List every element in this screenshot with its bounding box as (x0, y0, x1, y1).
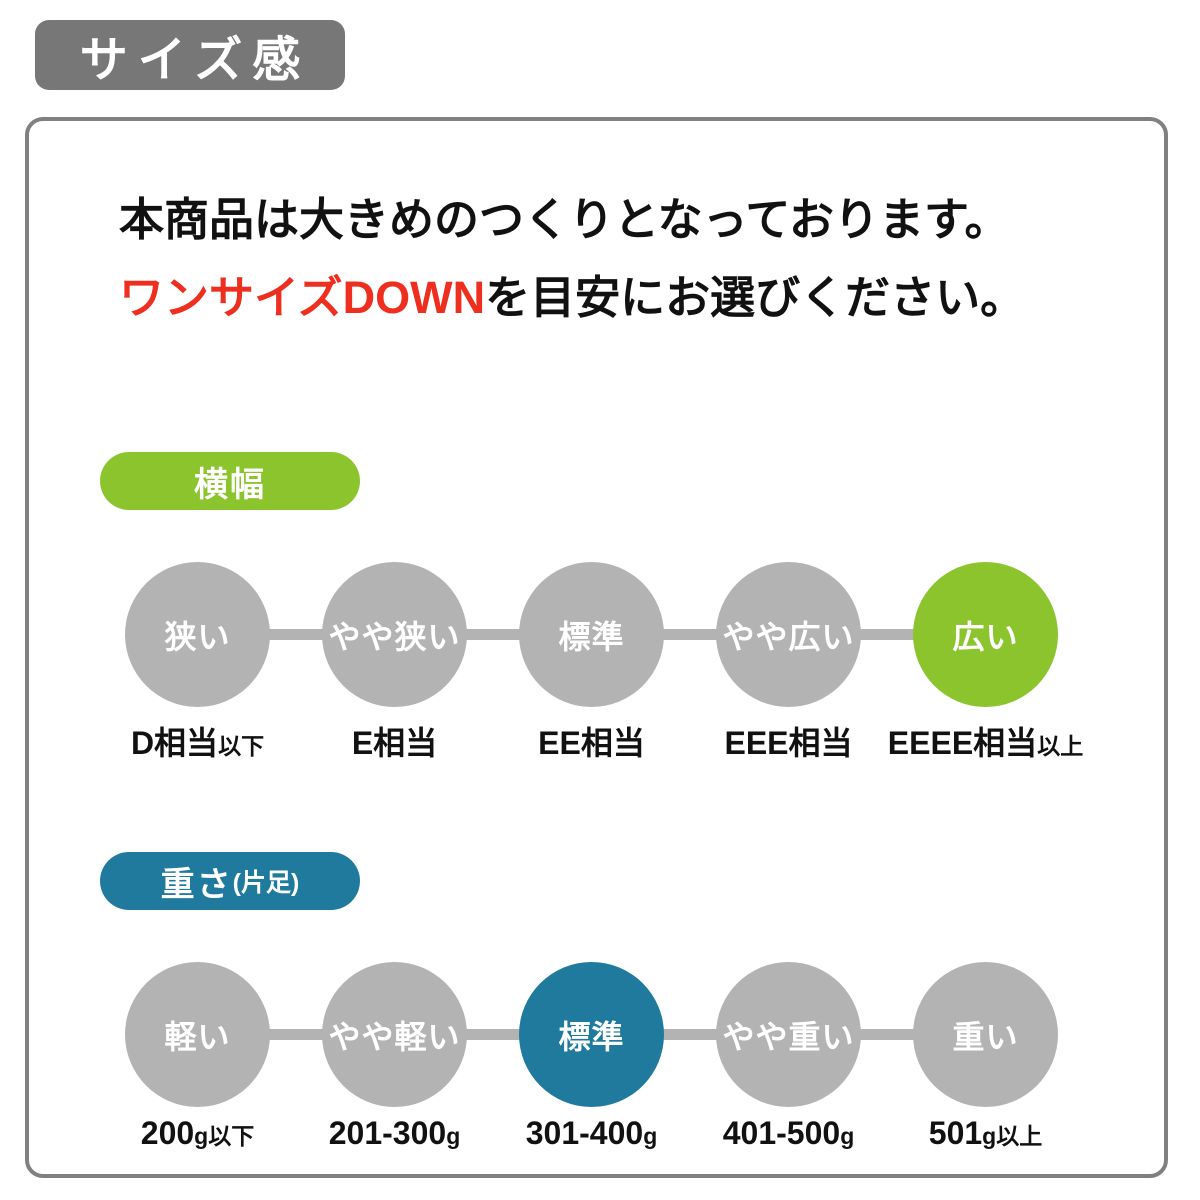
width-scale-circle-wide: 広い (913, 562, 1058, 707)
weight-scale: 軽い やや軽い 標準 やや重い 重い (99, 962, 1084, 1107)
weight-scale-circle-heavy: 重い (913, 962, 1058, 1107)
description-line-2: ワンサイズDOWNを目安にお選びください。 (119, 259, 1025, 337)
weight-value-label-1: 200g以下 (140, 1115, 255, 1151)
width-scale: 狭い やや狭い 標準 やや広い 広い (99, 562, 1084, 707)
width-scale-circle-slightly-wide: やや広い (716, 562, 861, 707)
weight-value-label-3: 301-400g (525, 1115, 658, 1151)
weight-badge-label: 重さ (160, 865, 233, 904)
weight-scale-circle-standard: 標準 (519, 962, 664, 1107)
weight-value-label-4: 401-500g (722, 1115, 855, 1151)
width-badge-label: 横幅 (194, 465, 266, 504)
width-value-label-2: E相当 (351, 725, 438, 761)
width-value-label-3: EE相当 (538, 725, 645, 761)
width-value-label-5: EEEE相当以上 (887, 725, 1084, 761)
weight-value-label-2: 201-300g (328, 1115, 461, 1151)
width-scale-circle-narrow: 狭い (125, 562, 270, 707)
page-title: サイズ感 (79, 34, 311, 87)
description: 本商品は大きめのつくりとなっております。 ワンサイズDOWNを目安にお選びくださ… (119, 181, 1025, 337)
width-value-label-1: D相当以下 (130, 725, 265, 761)
weight-scale-circle-light: 軽い (125, 962, 270, 1107)
description-highlight: ワンサイズDOWN (119, 272, 486, 323)
size-info-panel: 本商品は大きめのつくりとなっております。 ワンサイズDOWNを目安にお選びくださ… (25, 117, 1168, 1178)
weight-value-label-5: 501g以上 (928, 1115, 1043, 1151)
width-scale-labels: D相当以下 E相当 EE相当 EEE相当 EEEE相当以上 (99, 721, 1084, 772)
description-line-1: 本商品は大きめのつくりとなっております。 (119, 194, 1010, 245)
width-value-label-4: EEE相当 (724, 725, 853, 761)
weight-scale-labels: 200g以下 201-300g 301-400g 401-500g 501g以上 (99, 1111, 1084, 1162)
width-scale-circle-slightly-narrow: やや狭い (322, 562, 467, 707)
weight-section-badge: 重さ (片足) (100, 852, 360, 910)
page-title-badge: サイズ感 (35, 20, 345, 90)
weight-scale-circle-slightly-heavy: やや重い (716, 962, 861, 1107)
width-section-badge: 横幅 (100, 452, 360, 510)
width-scale-circle-standard: 標準 (519, 562, 664, 707)
description-line-2-rest: を目安にお選びください。 (485, 272, 1026, 323)
weight-badge-suffix: (片足) (232, 869, 300, 897)
weight-scale-circle-slightly-light: やや軽い (322, 962, 467, 1107)
